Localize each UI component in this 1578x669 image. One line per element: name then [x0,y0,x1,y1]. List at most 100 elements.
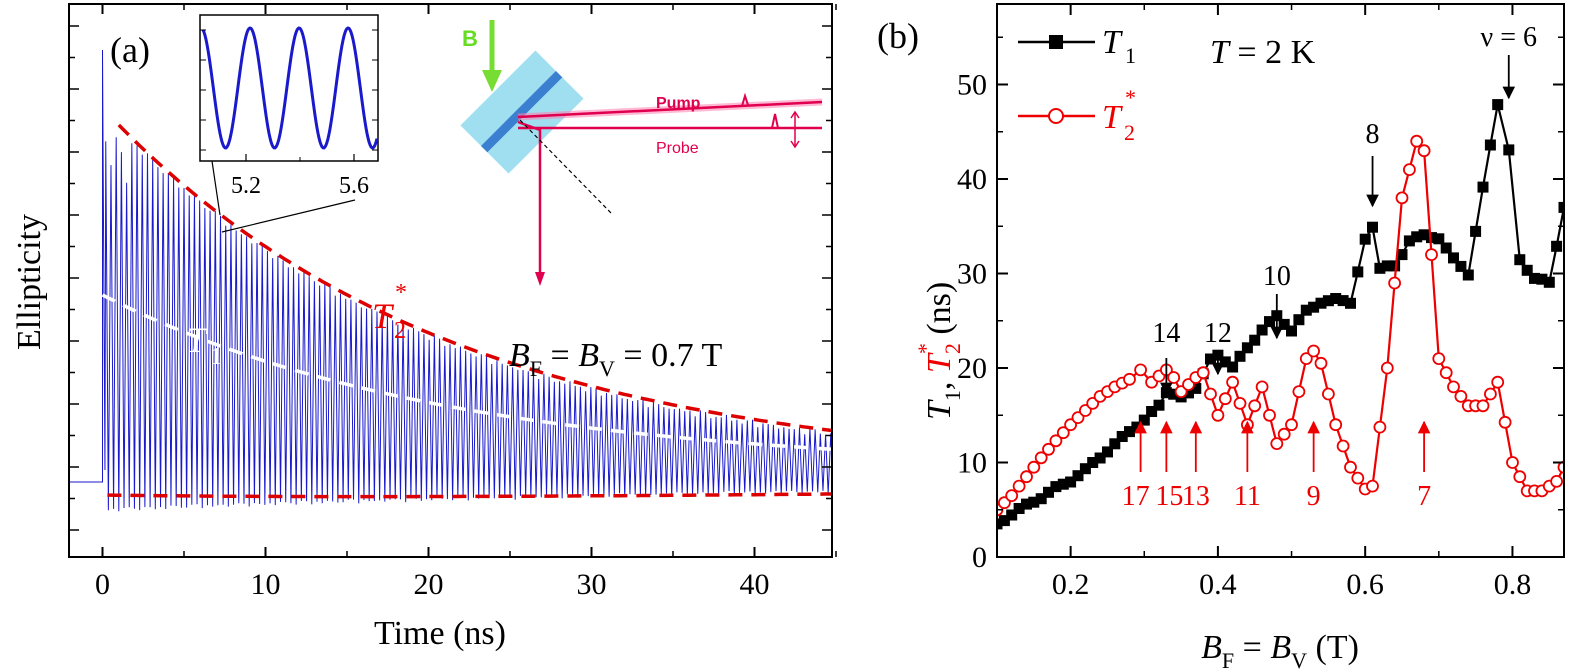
probe-pulse-icon [771,113,779,129]
t1-data-point [1352,266,1364,278]
panel-b-xlabel: BF = BV (T) [1201,629,1359,669]
t1-data-point [1558,201,1564,213]
t2-label-sup: * [395,280,407,306]
t1-data-point [1241,342,1253,354]
probe-label: Probe [656,140,699,157]
t1-curve-label: T 1 [186,320,222,370]
t2-data-point [1012,479,1026,493]
t1-data-point [1359,233,1371,245]
t1-data-point [1315,297,1327,309]
t1-data-point [1529,272,1540,284]
sample-slab [460,50,584,174]
t1-data-point [1484,139,1496,151]
t1-data-point [1249,334,1261,346]
t2-data-point [1550,474,1563,488]
x-tick-label: 30 [577,568,607,601]
t2-data-point [1366,479,1379,493]
t1-data-point [1043,486,1054,498]
y-tick-label: 50 [957,69,987,102]
t1-data-point [1389,260,1401,272]
legend-label-t2-sup: * [1125,85,1136,110]
panel-a-xlabel: Time (ns) [374,615,506,652]
panel-a-frame [68,3,833,558]
t2-data-point [1476,399,1490,413]
red-arrow-label: 9 [1307,481,1321,512]
red-arrow-label: 11 [1234,481,1261,512]
t1-data-point [1455,260,1467,272]
t1-data-point [1116,431,1128,442]
t1-data-point [1286,325,1297,337]
t2-data-point [1218,392,1232,406]
panel-a-ticks: 0 10 20 30 40 [69,4,837,601]
black-arrow-label: ν = 6 [1481,22,1537,53]
x-tick-label: 40 [740,568,770,601]
t1-label-sub: 1 [210,344,222,370]
t2-data-point [1270,437,1284,451]
x-tick-label: 20 [414,568,444,601]
y-tick-label: 40 [957,163,987,196]
t2-data-point [1034,451,1048,465]
sample-quantum-well [480,70,563,153]
t2-data-point [1248,399,1262,413]
t1-data-point [1050,481,1062,493]
t2-data-point [1322,387,1335,401]
t2-data-point [1439,366,1453,380]
y-tick-label: 0 [972,541,987,574]
t1-data-point [1448,252,1459,264]
t1-data-point [1264,316,1275,328]
panel-a-label: (a) [110,30,150,70]
t1-data-point [1551,240,1563,252]
t1-data-point [1138,414,1150,426]
t2-data-point [1307,344,1320,358]
t1-data-point [1205,353,1216,365]
t1-data-point [1219,356,1231,368]
t1-data-point [1065,476,1077,488]
t2-data-point [1484,387,1497,401]
t1-data-point [1227,361,1239,373]
legend-label-t1-sub: 1 [1125,43,1136,68]
t1-data-point [1440,242,1452,254]
t2-data-point [1410,134,1424,148]
t2-data-point [1263,408,1276,422]
ellipticity-signal-layer [69,49,832,512]
t2-data-point [1211,408,1225,422]
pump-beam [517,100,823,119]
t1-data-point [1146,406,1158,417]
t2-data-point [1498,415,1512,429]
t1-data-point [1124,426,1135,438]
legend-marker-t1 [1049,35,1063,49]
t2-data-point [1285,418,1298,432]
ellipticity-signal [69,49,832,512]
t1-data-point [1337,295,1349,307]
black-arrow-label: 8 [1366,119,1380,150]
panel-b-frame [996,3,1565,558]
experiment-schematic: B Pump Probe [460,20,823,286]
t1-data-point [1109,438,1121,450]
inset-wave [201,26,379,150]
field-annotation: BF = BV = 0.7 T [509,337,722,381]
panel-b-label: (b) [877,16,919,56]
t1-data-point [1543,276,1555,288]
t2-data-point [1388,276,1401,290]
legend-label-t1: T [1102,24,1123,61]
t2-data-point [1134,363,1147,377]
t2-data-point [1123,372,1136,386]
inset-connector-line [211,160,221,216]
t1-data-point [1396,249,1408,261]
t2-data-point [1255,380,1269,394]
t2-data-point [1373,420,1387,434]
reflected-arrow-head-icon [535,272,545,286]
t2-data-point [1432,352,1446,366]
t2-data-point [1380,361,1394,375]
t2-data-point [1344,460,1357,474]
t1-data-point [1322,295,1334,307]
panel-b-data-layer [997,99,1564,530]
panel-a-ylabel: Ellipticity [11,214,48,350]
t1-data-point [1021,498,1032,510]
black-arrow-label: 14 [1152,318,1180,349]
t1-data-point [1521,264,1533,276]
panel-a: 0 10 20 30 40 (a) Time (ns) Ellipticity T 1 … [11,3,837,652]
